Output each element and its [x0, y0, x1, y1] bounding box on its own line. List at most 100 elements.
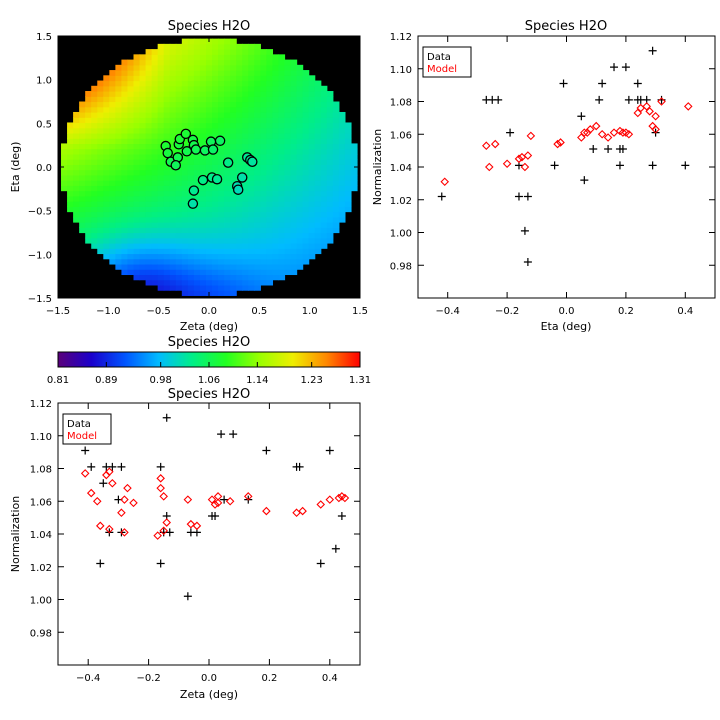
map-cell: [157, 148, 165, 155]
map-cell: [199, 38, 207, 45]
zeta-data-point: [316, 559, 325, 568]
map-cell: [103, 237, 110, 244]
map-cell: [187, 211, 195, 218]
map-cell: [187, 232, 195, 239]
map-cell: [199, 96, 207, 103]
map-title: Species H2O: [168, 19, 250, 34]
map-cell: [272, 111, 280, 118]
map-cell: [248, 248, 255, 255]
map-cell: [187, 80, 195, 87]
map-cell: [290, 122, 298, 129]
zeta-y-tick-label: 0.98: [30, 628, 52, 639]
map-cell: [278, 75, 286, 82]
map-cell: [344, 195, 352, 202]
map-cell: [260, 85, 267, 92]
map-cell: [157, 206, 165, 213]
map-cell: [254, 269, 261, 276]
map-cell: [230, 201, 237, 207]
map-cell: [236, 201, 243, 207]
map-cell: [224, 269, 231, 276]
map-cell: [193, 111, 201, 118]
map-cell: [103, 101, 110, 108]
map-cell: [115, 85, 123, 92]
map-x-tick-label: 0.0: [201, 306, 217, 317]
colorbar-axis: 0.81 0.89 0.98 1.06 1.14 1.23 1.31: [47, 362, 371, 386]
map-cell: [199, 284, 207, 291]
map-cell: [163, 164, 171, 171]
map-cell: [103, 222, 110, 228]
map-cell: [169, 138, 177, 145]
map-cell: [242, 101, 249, 108]
map-cell: [121, 148, 129, 155]
map-cell: [199, 201, 207, 207]
eta-data-point: [621, 63, 630, 72]
map-cell: [278, 180, 286, 186]
map-cell: [205, 253, 213, 260]
map-cell: [224, 143, 231, 150]
map-cell: [326, 237, 334, 244]
map-cell: [296, 201, 304, 207]
map-cell: [103, 91, 110, 97]
map-cell: [181, 164, 189, 171]
map-cell: [97, 180, 104, 186]
map-cell: [224, 117, 231, 124]
map-cell: [236, 258, 243, 265]
map-cell: [302, 80, 310, 87]
map-cell: [218, 80, 225, 87]
map-cell: [248, 143, 255, 150]
map-cell: [224, 91, 231, 97]
map-cell: [260, 169, 267, 176]
map-cell: [236, 127, 243, 134]
map-cell: [97, 96, 104, 103]
map-cell: [73, 169, 80, 176]
map-cell: [145, 206, 153, 213]
map-cell: [236, 122, 243, 129]
map-cell: [212, 169, 219, 176]
zeta-data-point: [117, 462, 126, 471]
map-cell: [230, 80, 237, 87]
map-cell: [121, 169, 129, 176]
map-cell: [266, 138, 274, 145]
map-cell: [260, 49, 267, 55]
map-cell: [260, 195, 267, 202]
map-cell: [199, 117, 207, 124]
map-cell: [266, 201, 274, 207]
zeta-data-point: [165, 528, 174, 537]
map-cell: [181, 227, 189, 234]
map-cell: [224, 174, 231, 181]
map-cell: [103, 122, 110, 129]
map-cell: [284, 80, 292, 87]
map-cell: [212, 132, 219, 139]
map-cell: [115, 201, 123, 207]
map-cell: [193, 43, 201, 50]
map-cell: [205, 284, 213, 291]
map-cell: [163, 174, 171, 181]
map-cell: [97, 153, 104, 160]
map-cell: [79, 106, 86, 113]
eta-y-tick-label: 1.08: [390, 98, 412, 109]
map-cell: [121, 237, 129, 244]
map-cell: [97, 222, 104, 228]
map-cell: [193, 106, 201, 113]
map-cell: [296, 180, 304, 186]
map-cell: [284, 132, 292, 139]
map-cell: [236, 138, 243, 145]
eta-title: Species H2O: [525, 19, 607, 34]
map-cell: [169, 227, 177, 234]
zeta-model-point: [210, 500, 220, 509]
map-cell: [187, 180, 195, 186]
map-cell: [103, 232, 110, 239]
map-cell: [236, 216, 243, 223]
map-cell: [175, 59, 183, 66]
map-cell: [199, 49, 207, 55]
map-cell: [175, 122, 183, 129]
eta-panel: Species H2O −0.4 −0.2 0.0 0.2 0.4 0.981.001.…: [371, 19, 716, 333]
map-cell: [139, 80, 147, 87]
map-cell: [91, 153, 98, 160]
map-cell: [332, 190, 340, 197]
map-cell: [254, 143, 261, 150]
map-cell: [254, 169, 261, 176]
map-cell: [260, 237, 267, 244]
zeta-model-point: [120, 528, 129, 537]
eta-x-tick-label: −0.2: [495, 306, 519, 317]
